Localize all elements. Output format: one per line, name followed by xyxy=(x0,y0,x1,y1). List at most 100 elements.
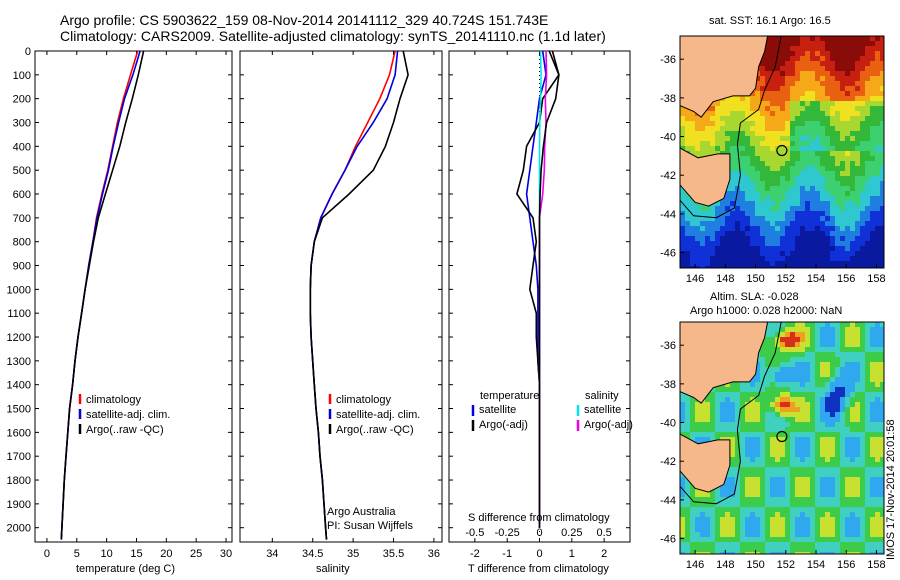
map-cell xyxy=(795,442,800,447)
map-cell xyxy=(720,231,725,236)
map-cell xyxy=(840,347,845,352)
map-cell xyxy=(710,211,715,216)
map-cell xyxy=(850,76,855,81)
map-cell xyxy=(725,457,730,462)
map-cell xyxy=(810,347,815,352)
map-cell xyxy=(715,156,720,161)
map-cell xyxy=(690,407,695,412)
map-cell xyxy=(805,427,810,432)
map-cell xyxy=(715,522,720,527)
map-cell xyxy=(695,241,700,246)
map-cell xyxy=(865,236,870,241)
map-cell xyxy=(810,46,815,51)
map-cell xyxy=(745,327,750,332)
map-cell xyxy=(820,482,825,487)
map-cell xyxy=(830,186,835,191)
map-cell xyxy=(695,91,700,96)
map-cell xyxy=(680,397,685,402)
map-cell xyxy=(830,156,835,161)
map-cell xyxy=(875,206,880,211)
map-cell xyxy=(790,181,795,186)
map-cell xyxy=(750,332,755,337)
map-cell xyxy=(785,497,790,502)
map-cell xyxy=(855,96,860,101)
map-sst-ytick-label: -46 xyxy=(660,248,676,260)
map-cell xyxy=(725,86,730,91)
map-cell xyxy=(680,427,685,432)
map-cell xyxy=(690,136,695,141)
map-cell xyxy=(760,527,765,532)
map-cell xyxy=(775,241,780,246)
map-cell xyxy=(750,447,755,452)
map-cell xyxy=(750,497,755,502)
map-cell xyxy=(725,266,730,268)
map-cell xyxy=(790,457,795,462)
map-cell xyxy=(850,492,855,497)
map-cell xyxy=(785,211,790,216)
map-cell xyxy=(700,382,705,387)
map-cell xyxy=(870,206,875,211)
map-cell xyxy=(760,457,765,462)
map-cell xyxy=(725,547,730,552)
map-cell xyxy=(815,96,820,101)
map-cell xyxy=(855,141,860,146)
map-cell xyxy=(795,186,800,191)
map-cell xyxy=(690,542,695,547)
map-cell xyxy=(800,136,805,141)
map-cell xyxy=(805,201,810,206)
map-cell xyxy=(765,106,770,111)
map-cell xyxy=(750,176,755,181)
map-cell xyxy=(810,36,815,41)
map-cell xyxy=(715,161,720,166)
map-cell xyxy=(755,266,760,268)
map-cell xyxy=(880,347,884,352)
map-cell xyxy=(705,372,710,377)
map-cell xyxy=(835,417,840,422)
map-cell xyxy=(725,71,730,76)
map-cell xyxy=(715,61,720,66)
map-cell xyxy=(815,522,820,527)
map-cell xyxy=(790,512,795,517)
map-cell xyxy=(795,547,800,552)
map-cell xyxy=(835,76,840,81)
map-cell xyxy=(880,96,884,101)
map-cell xyxy=(770,382,775,387)
map-cell xyxy=(795,81,800,86)
map-cell xyxy=(820,472,825,477)
map-cell xyxy=(770,151,775,156)
map-cell xyxy=(730,422,735,427)
map-cell xyxy=(855,266,860,268)
map-cell xyxy=(735,422,740,427)
map-cell xyxy=(875,256,880,261)
map-cell xyxy=(790,156,795,161)
map-cell xyxy=(820,367,825,372)
map-cell xyxy=(745,256,750,261)
map-cell xyxy=(815,552,820,554)
map-cell xyxy=(845,467,850,472)
map-cell xyxy=(765,497,770,502)
map-cell xyxy=(805,206,810,211)
map-cell xyxy=(725,522,730,527)
map-cell xyxy=(785,121,790,126)
map-cell xyxy=(865,101,870,106)
map-cell xyxy=(860,397,865,402)
map-cell xyxy=(745,96,750,101)
map-cell xyxy=(865,442,870,447)
map-cell xyxy=(700,161,705,166)
map-cell xyxy=(855,502,860,507)
map-cell xyxy=(850,161,855,166)
map-cell xyxy=(850,191,855,196)
map-cell xyxy=(680,241,685,246)
map-cell xyxy=(740,537,745,542)
map-cell xyxy=(855,76,860,81)
map-cell xyxy=(830,397,835,402)
map-cell xyxy=(760,191,765,196)
map-cell xyxy=(800,91,805,96)
map-cell xyxy=(785,322,790,327)
map-cell xyxy=(755,156,760,161)
map-cell xyxy=(855,402,860,407)
map-cell xyxy=(815,402,820,407)
map-cell xyxy=(785,251,790,256)
map-cell xyxy=(830,367,835,372)
map-cell xyxy=(700,507,705,512)
